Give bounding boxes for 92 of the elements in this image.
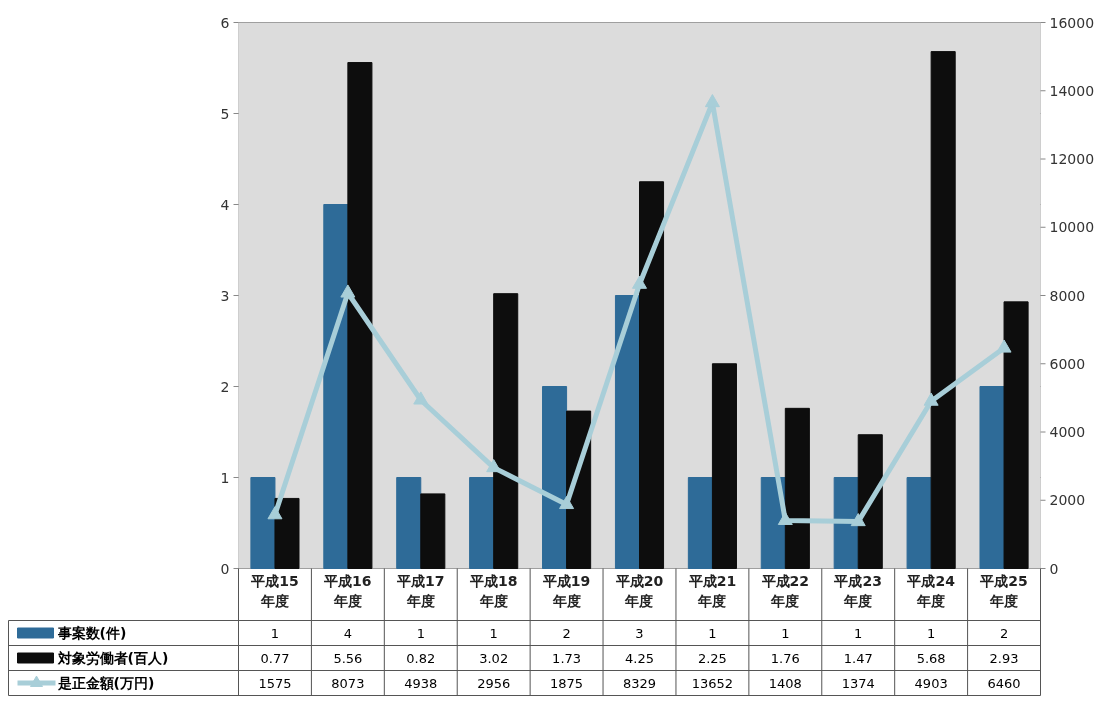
- legend-label: 是正金額(万円): [56, 675, 155, 691]
- data-label: 1374: [841, 675, 875, 691]
- bar: [542, 386, 568, 569]
- bar: [493, 293, 519, 569]
- data-label: 1: [927, 625, 936, 641]
- data-label: 2.25: [697, 650, 727, 666]
- data-label: 4938: [404, 675, 438, 691]
- bar: [930, 51, 956, 569]
- data-label: 1408: [768, 675, 802, 691]
- data-label: 1: [708, 625, 717, 641]
- x-tick-label: 平成17 年度: [396, 572, 445, 609]
- data-label: 1.47: [843, 650, 873, 666]
- y2-tick-label: 8000: [1049, 287, 1086, 304]
- data-label: 3.02: [479, 650, 509, 666]
- y-tick-label: 4: [220, 196, 230, 213]
- bar: [614, 295, 640, 569]
- bar: [250, 477, 276, 569]
- y-tick-label: 1: [220, 469, 230, 486]
- point: [996, 339, 1012, 353]
- data-label: 13652: [691, 675, 734, 691]
- point: [777, 511, 793, 525]
- data-label: 1: [854, 625, 863, 641]
- data-label: 2: [562, 625, 571, 641]
- data-label: 1.73: [552, 650, 582, 666]
- x-tick-label: 平成19 年度: [541, 572, 591, 609]
- data-label: 2.93: [989, 650, 1019, 666]
- x-tick-label: 平成18 年度: [468, 572, 518, 609]
- data-label: 4903: [914, 675, 948, 691]
- y2-tick-label: 10000: [1049, 219, 1095, 236]
- legend-label: 事案数(件): [56, 625, 127, 641]
- bar: [857, 434, 883, 569]
- bar: [906, 477, 932, 569]
- point: [413, 391, 429, 405]
- data-label: 1.76: [770, 650, 800, 666]
- x-tick-label: 平成22 年度: [760, 572, 810, 609]
- data-label: 4: [343, 625, 353, 641]
- y2-tick-label: 16000: [1049, 14, 1095, 31]
- data-label: 4.25: [625, 650, 654, 666]
- x-tick-label: 平成20 年度: [614, 572, 664, 609]
- data-label: 0.82: [406, 650, 436, 666]
- point: [559, 495, 575, 510]
- data-label: 5.56: [333, 650, 363, 666]
- point: [340, 284, 356, 298]
- bar: [711, 363, 737, 569]
- data-label: 1875: [550, 675, 584, 691]
- data-label: 8073: [331, 675, 365, 691]
- legend-label: 対象労働者(百人): [56, 650, 169, 666]
- data-label: 2956: [477, 675, 511, 691]
- data-label: 2: [999, 625, 1009, 641]
- x-tick-label: 平成23 年度: [833, 572, 882, 609]
- x-tick-label: 平成16 年度: [323, 572, 372, 609]
- point: [267, 506, 283, 520]
- y-tick-label: 2: [220, 378, 230, 395]
- data-label: 3: [635, 625, 644, 641]
- data-label: 0.77: [260, 650, 290, 666]
- point: [632, 275, 647, 289]
- bar: [979, 386, 1005, 569]
- y2-tick-label: 4000: [1049, 424, 1086, 440]
- y-tick-label: 0: [220, 560, 230, 577]
- y2-tick-label: 0: [1049, 560, 1059, 577]
- bar: [323, 204, 349, 569]
- bar: [347, 62, 373, 569]
- bar: [784, 407, 810, 569]
- y-tick-label: 5: [220, 105, 230, 122]
- x-tick-label: 平成24 年度: [906, 572, 956, 609]
- bar: [274, 497, 300, 569]
- bar: [396, 477, 422, 569]
- data-label: 1: [781, 625, 790, 641]
- data-label: 1: [416, 625, 425, 641]
- y2-tick-label: 6000: [1049, 355, 1086, 372]
- y2-tick-label: 14000: [1049, 82, 1095, 99]
- x-tick-label: 平成15 年度: [250, 572, 299, 609]
- data-label: 6460: [987, 675, 1021, 691]
- bar: [469, 477, 495, 569]
- bar: [420, 493, 446, 569]
- y2-tick-label: 2000: [1049, 492, 1086, 509]
- point: [704, 94, 720, 108]
- x-tick-label: 平成21 年度: [687, 572, 737, 609]
- data-label: 1: [270, 625, 280, 641]
- data-label: 1: [489, 625, 498, 641]
- bar: [687, 477, 713, 569]
- data-label: 8329: [622, 675, 657, 691]
- data-label: 1575: [258, 675, 292, 691]
- data-label: 5.68: [916, 650, 946, 666]
- x-tick-label: 平成25 年度: [979, 572, 1028, 609]
- point: [923, 392, 939, 406]
- point: [850, 513, 866, 527]
- y-tick-label: 6: [220, 14, 230, 31]
- bar: [1003, 301, 1029, 569]
- bar: [639, 181, 665, 569]
- y2-tick-label: 12000: [1049, 151, 1095, 167]
- y-tick-label: 3: [220, 287, 230, 304]
